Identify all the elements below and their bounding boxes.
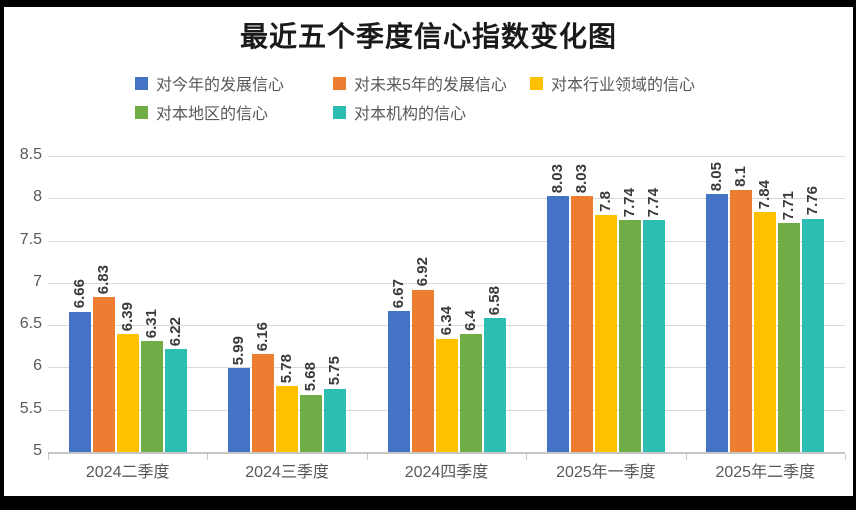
y-tick-label: 8.5 [19, 146, 42, 163]
bar [642, 220, 665, 452]
legend-item: 对本地区的信心 [135, 102, 269, 123]
bar-value-label: 6.66 [70, 279, 88, 309]
bar [276, 386, 299, 452]
bar [706, 194, 729, 452]
legend-item: 对未来5年的发展信心 [333, 73, 507, 94]
category-tick [845, 454, 846, 460]
bar-value-label: 7.84 [756, 179, 774, 209]
bar-value-label: 5.75 [326, 356, 344, 386]
category-tick [207, 454, 209, 460]
y-tick-label: 7 [33, 272, 42, 290]
legend-swatch-icon [333, 105, 346, 119]
legend-item: 对本机构的信心 [333, 102, 467, 123]
bar-value-label: 6.58 [485, 286, 503, 316]
bar-value-label: 6.39 [118, 302, 136, 332]
bar-value-label: 8.03 [572, 163, 590, 193]
bar [140, 341, 163, 452]
chart-title: 最近五个季度信心指数变化图 [239, 20, 617, 53]
bar [411, 289, 434, 452]
category-tick [48, 454, 49, 460]
plot-area: 6.66 6.83 6.39 6.31 6.22 5.99 6.16 5.78 5.68 5.75… [48, 156, 845, 454]
legend-label: 对未来5年的发展信心 [354, 77, 507, 94]
legend-item: 对今年的发展信心 [135, 73, 285, 94]
gridline [48, 156, 845, 157]
x-tick-label: 2024三季度 [245, 464, 329, 481]
y-tick-label: 6 [33, 357, 42, 375]
bar [164, 348, 187, 452]
bar-value-label: 5.68 [302, 362, 320, 392]
gridline [48, 198, 845, 200]
bar [387, 310, 410, 452]
legend-swatch-icon [333, 76, 346, 90]
legend-swatch-icon [135, 105, 148, 119]
chart-canvas: 最近五个季度信心指数变化图 对今年的发展信心 对未来5年的发展信心 对本行业领域的信… [4, 7, 853, 496]
bar [228, 368, 251, 452]
bar [459, 333, 482, 452]
y-tick-label: 5.5 [19, 399, 42, 417]
y-tick-label: 8 [33, 188, 42, 206]
category-tick [526, 454, 528, 460]
bar-value-label: 6.34 [437, 306, 455, 336]
category-tick [366, 454, 368, 460]
bar [778, 222, 801, 452]
legend-label: 对本地区的信心 [156, 106, 269, 123]
bar-value-label: 5.78 [278, 353, 296, 384]
bar-value-label: 6.31 [142, 309, 160, 339]
bar [570, 195, 593, 452]
gridline [48, 240, 845, 242]
gridline [48, 282, 845, 284]
bar-value-label: 6.83 [94, 265, 112, 295]
bar [754, 211, 777, 452]
bar-value-label: 5.99 [230, 336, 248, 366]
bar [324, 388, 347, 452]
bar-value-label: 8.05 [708, 161, 726, 192]
bar [594, 215, 617, 452]
bar [618, 220, 641, 452]
bar-value-label: 7.74 [620, 188, 638, 218]
bar [300, 394, 323, 452]
legend-label: 对今年的发展信心 [156, 77, 285, 94]
legend-label: 对本机构的信心 [354, 106, 467, 123]
x-tick-label: 2025年一季度 [556, 464, 656, 481]
bar-value-label: 6.16 [254, 321, 272, 351]
bar [116, 334, 139, 452]
category-tick [685, 454, 687, 460]
bar-value-label: 7.76 [804, 186, 822, 216]
legend-item: 对本行业领域的信心 [530, 73, 696, 94]
bar [730, 189, 753, 452]
legend-swatch-icon [135, 76, 148, 90]
bar-value-label: 6.4 [461, 309, 479, 331]
bar-value-label: 6.22 [166, 316, 184, 346]
y-tick-label: 7.5 [19, 230, 42, 248]
bar-value-label: 7.71 [780, 190, 798, 220]
bar-value-label: 6.92 [413, 257, 431, 287]
bar [68, 311, 91, 452]
bar-value-label: 6.67 [389, 278, 407, 308]
bar [435, 338, 458, 452]
bar-value-label: 8.1 [732, 165, 750, 187]
bar-value-label: 8.03 [548, 163, 566, 193]
x-tick-label: 2025年二季度 [715, 464, 816, 481]
bar-value-label: 7.74 [644, 188, 662, 218]
x-tick-label: 2024二季度 [85, 464, 170, 481]
bar [483, 318, 506, 452]
bar-value-label: 7.8 [596, 191, 614, 213]
bar [92, 297, 115, 452]
y-tick-label: 5 [33, 442, 42, 459]
x-tick-label: 2024四季度 [404, 464, 489, 481]
gridline [48, 325, 845, 327]
legend-swatch-icon [530, 76, 543, 90]
legend-label: 对本行业领域的信心 [551, 77, 696, 94]
bar [252, 353, 275, 452]
bar [802, 218, 825, 452]
y-tick-label: 6.5 [19, 315, 42, 333]
bar [546, 195, 569, 452]
